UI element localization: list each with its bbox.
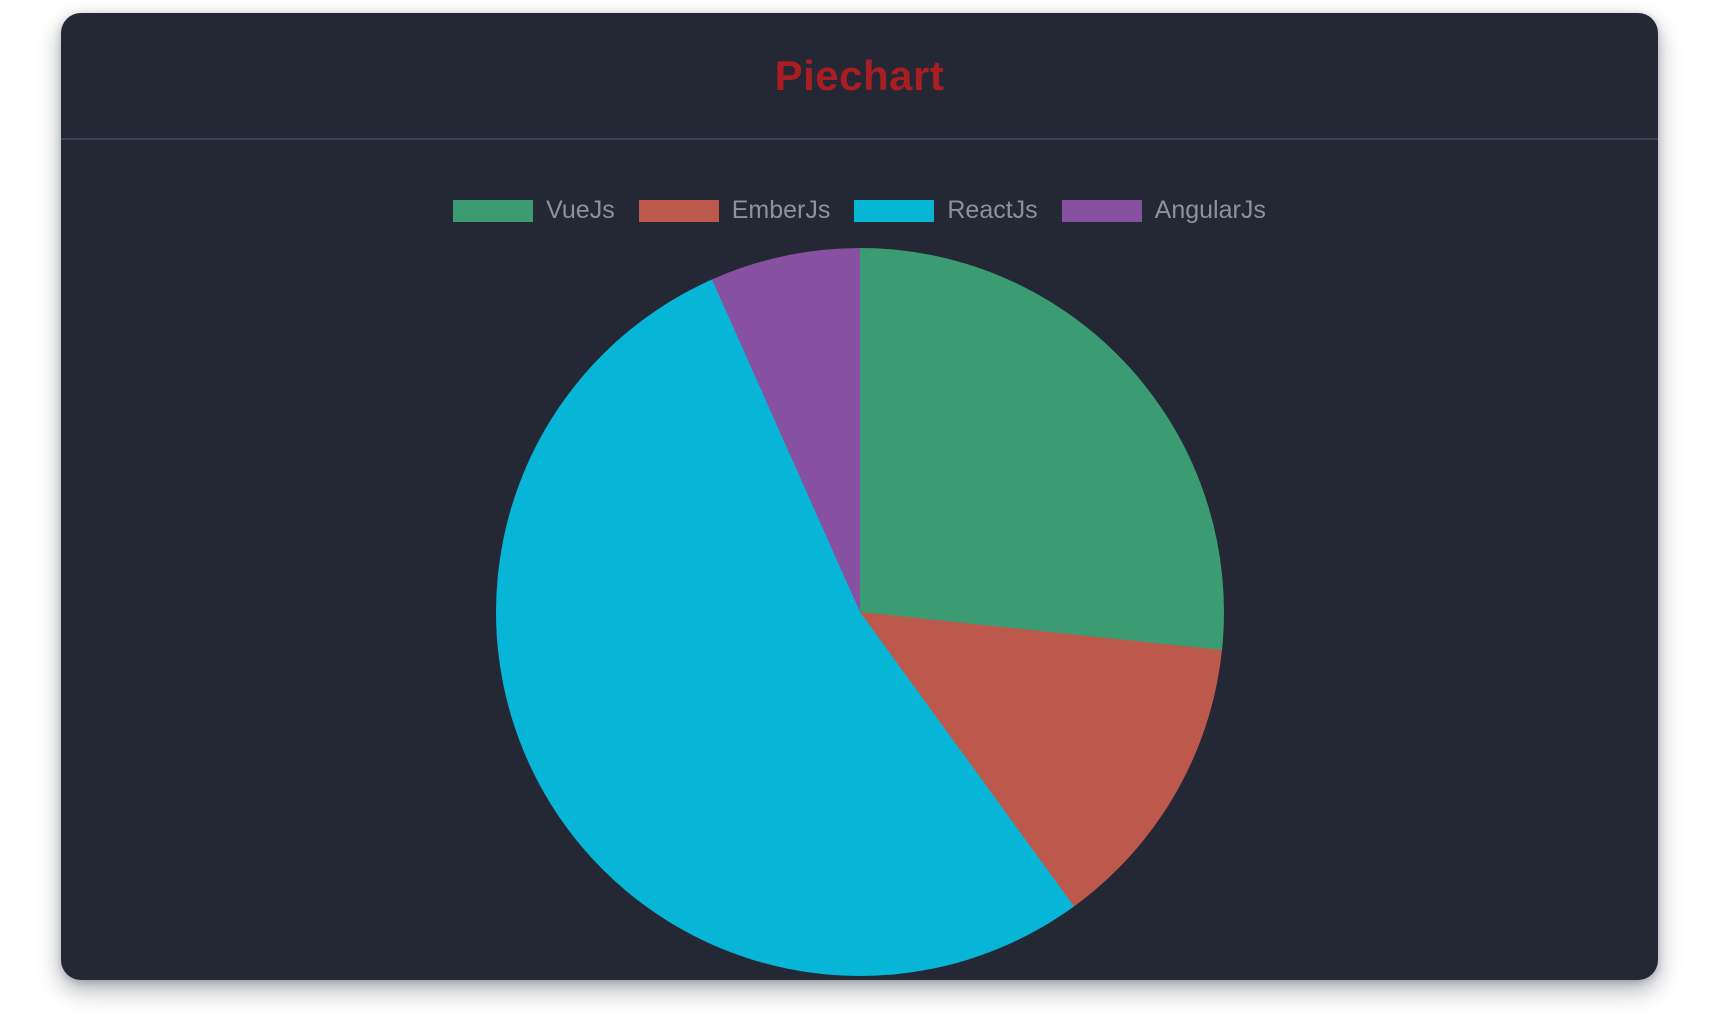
chart-legend: VueJs EmberJs ReactJs AngularJs bbox=[61, 198, 1658, 223]
chart-header: Piechart bbox=[61, 13, 1658, 138]
legend-swatch-angularjs bbox=[1061, 199, 1142, 222]
legend-label-angularjs: AngularJs bbox=[1154, 196, 1266, 224]
legend-item-angularjs[interactable]: AngularJs bbox=[1061, 196, 1266, 224]
pie-chart[interactable] bbox=[496, 248, 1224, 976]
legend-item-emberjs[interactable]: EmberJs bbox=[638, 196, 831, 224]
legend-item-vuejs[interactable]: VueJs bbox=[453, 198, 615, 223]
legend-item-reactjs[interactable]: ReactJs bbox=[854, 196, 1038, 224]
legend-label-reactjs: ReactJs bbox=[947, 196, 1038, 224]
chart-title: Piechart bbox=[774, 51, 945, 99]
legend-swatch-reactjs bbox=[854, 199, 935, 222]
legend-swatch-emberjs bbox=[638, 199, 719, 222]
legend-label-vuejs: VueJs bbox=[546, 196, 615, 224]
legend-swatch-vuejs bbox=[453, 199, 534, 222]
legend-label-emberjs: EmberJs bbox=[731, 196, 831, 224]
chart-card: Piechart VueJs EmberJs ReactJs AngularJs bbox=[61, 13, 1658, 980]
header-divider bbox=[61, 138, 1658, 140]
